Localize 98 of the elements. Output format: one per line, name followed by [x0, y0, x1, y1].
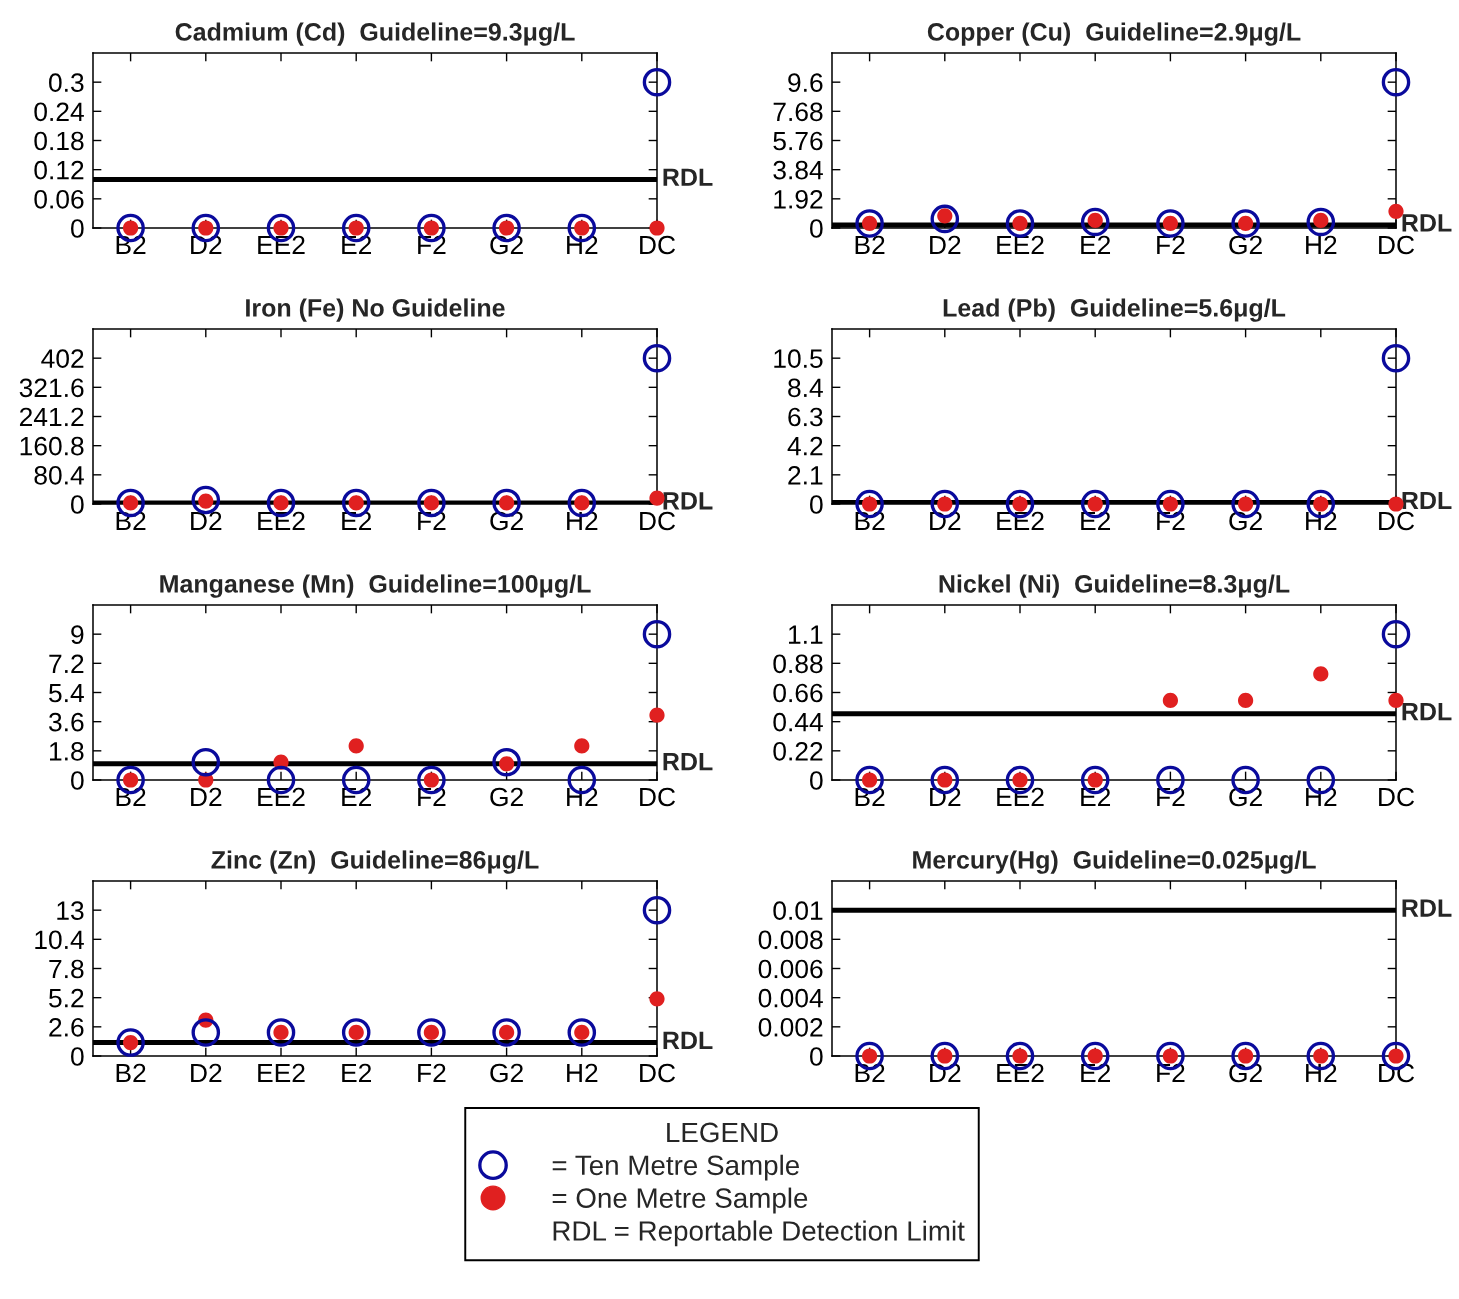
- x-tick-label: F2: [1157, 235, 1185, 255]
- ref-line-label: RDL: [663, 1031, 713, 1049]
- y-tick-label: 3.84: [773, 160, 823, 180]
- y-tick-label: 3.6: [48, 712, 84, 732]
- ref-line-label: RDL: [663, 492, 713, 510]
- ref-line-label: RDL: [1402, 702, 1452, 721]
- chart-title: Mercury(Hg) Guideline=0.025μg/L: [913, 850, 1316, 874]
- x-tick-label: DC: [1379, 787, 1415, 807]
- y-tick-label: 0.44: [773, 712, 823, 732]
- y-tick-label: 321.6: [19, 378, 84, 398]
- x-tick-label: G2: [490, 787, 523, 807]
- chart-title: Copper (Cu) Guideline=2.9μg/L: [927, 22, 1301, 46]
- y-tick-label: 0.22: [773, 741, 823, 761]
- y-tick-label: 2.6: [49, 1017, 84, 1037]
- ref-line-label: RDL: [663, 168, 713, 186]
- text: RDL = Reportable Detection Limit: [553, 1220, 965, 1247]
- x-tick-label: D2: [191, 1063, 222, 1083]
- y-tick-label: 10.4: [35, 930, 84, 950]
- x-tick-label: D2: [191, 511, 222, 531]
- ref-line-label: RDL: [663, 753, 713, 771]
- y-tick-label: 1.92: [774, 189, 823, 209]
- x-tick-label: B2: [855, 235, 885, 255]
- legend-label: = One Metre Sample: [552, 1187, 808, 1214]
- x-tick-label: B2: [116, 1063, 146, 1083]
- x-tick-label: EE2: [258, 1063, 305, 1083]
- y-tick-label: 7.2: [49, 654, 84, 673]
- y-tick-label: 160.8: [20, 436, 84, 456]
- y-tick-label: 9.6: [788, 73, 823, 92]
- y-tick-label: 5.2: [49, 988, 84, 1008]
- ref-line-label: RDL: [1402, 491, 1452, 510]
- x-tick-label: DC: [640, 787, 676, 807]
- y-tick-label: 0.66: [773, 683, 823, 703]
- x-tick-label: EE2: [997, 511, 1044, 531]
- x-tick-label: E2: [1081, 235, 1111, 255]
- x-tick-label: EE2: [997, 235, 1044, 255]
- y-tick-label: 1.1: [789, 625, 823, 644]
- x-tick-label: DC: [1379, 235, 1415, 255]
- ref-line-label: RDL: [1402, 899, 1452, 917]
- y-tick-label: 402: [41, 349, 84, 368]
- y-tick-label: 0.004: [758, 988, 823, 1008]
- y-tick-label: 9: [71, 625, 84, 644]
- y-tick-label: 5.4: [49, 683, 84, 703]
- x-tick-label: DC: [1379, 511, 1415, 531]
- y-tick-label: 241.2: [19, 407, 84, 427]
- y-tick-label: 0.18: [34, 131, 84, 151]
- y-tick-label: 4.2: [787, 436, 823, 456]
- y-tick-label: 0.24: [34, 102, 84, 122]
- x-tick-label: G2: [490, 1063, 523, 1083]
- ref-line-label: RDL: [1402, 214, 1452, 232]
- y-tick-label: 0.06: [34, 189, 84, 209]
- chart-title: Cadmium (Cd) Guideline=9.3μg/L: [175, 22, 575, 46]
- y-tick-label: 0: [71, 219, 84, 238]
- x-tick-label: DC: [640, 235, 676, 255]
- chart-title: Iron (Fe) No Guideline: [246, 298, 505, 322]
- x-tick-label: G2: [1229, 235, 1262, 255]
- x-tick-label: EE2: [258, 235, 305, 255]
- y-tick-label: 1.8: [50, 741, 84, 761]
- y-tick-label: 0.002: [758, 1017, 823, 1037]
- y-tick-label: 0: [71, 771, 84, 790]
- chart-title: Nickel (Ni) Guideline=8.3μg/L: [939, 574, 1290, 598]
- chart-title: Manganese (Mn) Guideline=100μg/L: [160, 574, 591, 598]
- y-tick-label: 13: [57, 901, 84, 920]
- y-tick-label: 0: [810, 1047, 823, 1066]
- x-tick-label: F2: [418, 1063, 446, 1083]
- y-tick-label: 2.1: [788, 465, 823, 485]
- y-tick-label: 0.88: [773, 654, 823, 674]
- x-tick-label: EE2: [258, 511, 305, 531]
- y-tick-label: 0: [810, 495, 823, 514]
- y-tick-label: 0.3: [49, 73, 84, 92]
- y-tick-label: 8.4: [788, 378, 823, 398]
- y-tick-label: 0: [71, 1047, 84, 1066]
- y-tick-label: 6.3: [788, 407, 823, 427]
- x-tick-label: DC: [640, 1063, 676, 1083]
- y-tick-label: 0.008: [758, 930, 823, 950]
- y-tick-label: 7.8: [49, 959, 84, 979]
- y-tick-label: 0.12: [34, 160, 84, 180]
- y-tick-label: 5.76: [773, 131, 823, 151]
- legend-title: LEGEND: [667, 1122, 778, 1143]
- x-tick-label: H2: [567, 1063, 598, 1083]
- x-tick-label: D2: [930, 235, 961, 255]
- x-tick-label: H2: [1306, 235, 1337, 255]
- y-tick-label: 0.006: [758, 959, 823, 979]
- x-tick-label: D2: [191, 787, 222, 807]
- y-tick-label: 0: [71, 495, 84, 514]
- x-tick-label: DC: [640, 511, 676, 531]
- x-tick-label: E2: [342, 1063, 372, 1083]
- y-tick-label: 10.5: [774, 349, 823, 368]
- y-tick-label: 0: [810, 771, 823, 790]
- chart-title: Lead (Pb) Guideline=5.6μg/L: [943, 298, 1286, 322]
- legend-label: = Ten Metre Sample: [552, 1154, 799, 1181]
- y-tick-label: 0: [810, 219, 823, 238]
- chart-title: Zinc (Zn) Guideline=86μg/L: [211, 850, 539, 874]
- x-tick-label: EE2: [258, 787, 305, 807]
- y-tick-label: 0.01: [773, 901, 823, 920]
- x-tick-label: EE2: [997, 787, 1044, 807]
- x-tick-label: EE2: [997, 1063, 1044, 1083]
- y-tick-label: 80.4: [34, 465, 84, 485]
- y-tick-label: 7.68: [773, 102, 823, 122]
